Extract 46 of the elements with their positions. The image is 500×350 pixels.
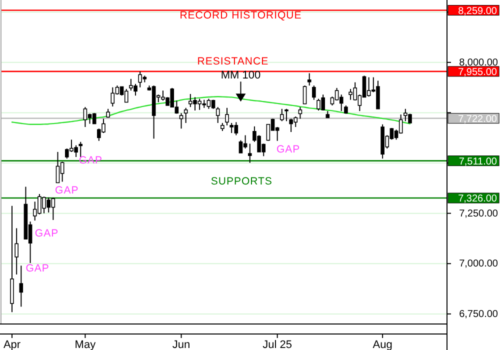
- candlestick: [19, 265, 24, 308]
- annotation: SUPPORTS: [210, 176, 272, 188]
- x-tick-label: May: [74, 338, 96, 350]
- annotation: GAP: [34, 228, 59, 240]
- candlestick: [14, 228, 18, 275]
- candlestick: [312, 85, 316, 100]
- candlestick: [78, 141, 83, 158]
- ref-line-label: 7,955.00: [458, 66, 498, 78]
- y-tick-label: 8,000.00: [459, 57, 498, 68]
- candlestick: [56, 151, 60, 184]
- candlestick: [124, 88, 128, 103]
- candlestick: [298, 106, 302, 120]
- candlestick: [83, 106, 88, 128]
- candlestick: [216, 106, 220, 124]
- annotation: GAP: [26, 262, 50, 275]
- x-tick-label: Jun: [172, 338, 190, 350]
- ref-line-label: 7,511.00: [458, 156, 498, 168]
- annotation: RECORD HISTORIQUE: [180, 10, 302, 22]
- candlestick: [92, 112, 96, 124]
- candlestick: [179, 112, 184, 130]
- candlestick: [307, 72, 312, 86]
- candlestick: [110, 86, 115, 107]
- y-tick-label: 6,750.00: [459, 308, 498, 320]
- ref-line-label: 8,259.00: [458, 6, 498, 17]
- candlestick: [284, 108, 288, 122]
- y-tick-label: 7,250.00: [459, 208, 498, 220]
- x-tick-label: Aug: [372, 338, 392, 350]
- ref-line-label: 7,326.00: [458, 194, 498, 205]
- annotation: GAP: [55, 184, 79, 197]
- ref-line-label: 7,722.00: [458, 114, 498, 125]
- candlestick: [225, 107, 229, 126]
- candlestick: [238, 140, 243, 154]
- candlestick: [280, 108, 284, 122]
- series-label: MM 100: [220, 70, 261, 82]
- candlestick: [184, 107, 188, 124]
- candlestick: [60, 161, 64, 182]
- candlestick: [339, 94, 344, 112]
- x-tick-label: Jul 25: [262, 338, 292, 350]
- annotation: GAP: [276, 144, 300, 156]
- candlestick: [398, 114, 403, 134]
- candlestick: [302, 85, 307, 104]
- candlestick: [248, 143, 252, 164]
- annotation: RESISTANCE: [197, 56, 269, 68]
- candlestick: [243, 134, 248, 150]
- y-tick-label: 7,000.00: [459, 258, 498, 270]
- x-tick-label: Apr: [3, 338, 21, 350]
